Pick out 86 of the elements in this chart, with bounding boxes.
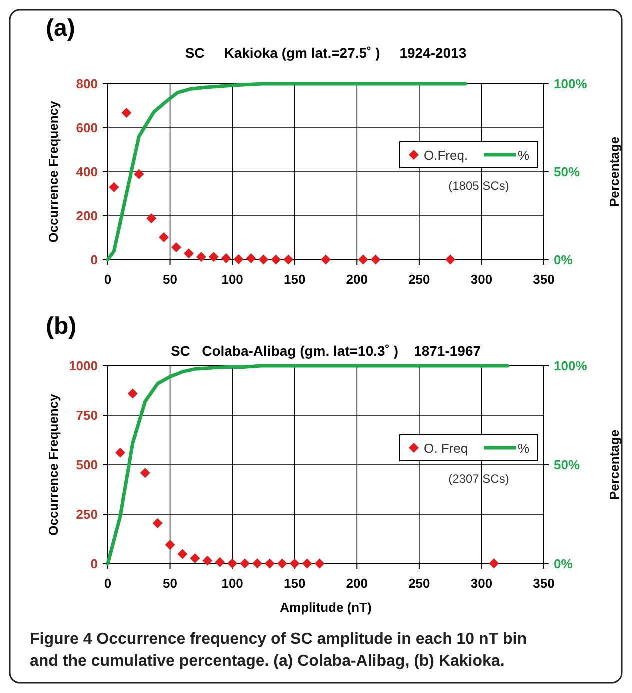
- point: [314, 558, 325, 569]
- y-tick-label: 600: [76, 120, 98, 136]
- x-tick-label: 150: [284, 576, 306, 591]
- y-axis-title: Occurrence Frequency: [46, 100, 61, 243]
- chart-title: (b): [46, 313, 77, 340]
- legend-label: %: [518, 148, 530, 163]
- point: [109, 182, 120, 192]
- point: [202, 556, 213, 566]
- point: [159, 232, 170, 243]
- point: [321, 254, 331, 265]
- point: [165, 540, 176, 550]
- x-axis-title: Amplitude (nT): [280, 600, 372, 615]
- point: [140, 468, 150, 478]
- point: [146, 214, 157, 224]
- point: [290, 558, 300, 569]
- point: [178, 549, 188, 560]
- point: [128, 388, 138, 399]
- y-tick-label: 200: [76, 208, 98, 224]
- y2-axis-title: Percentage: [607, 136, 622, 208]
- chart-subtitle: SC Kakioka (gm lat.=27.5˚ ) 1924-2013: [185, 45, 467, 61]
- y-tick-label: 750: [76, 408, 98, 423]
- y-tick-label: 0: [90, 252, 98, 268]
- point: [370, 254, 381, 265]
- point: [277, 558, 288, 569]
- point: [271, 254, 282, 265]
- point: [115, 448, 126, 458]
- point: [240, 558, 250, 569]
- x-tick-label: 0: [104, 576, 112, 591]
- line-series: [106, 364, 510, 566]
- point: [489, 558, 500, 569]
- y-tick-label: 0: [90, 556, 98, 572]
- x-tick-label: 350: [533, 272, 555, 287]
- y-axis-title: Occurrence Frequency: [46, 393, 61, 536]
- y2-tick-label: 50%: [554, 458, 580, 472]
- point: [215, 557, 226, 568]
- y2-axis-title: Percentage: [607, 430, 622, 500]
- x-tick-label: 250: [408, 576, 430, 591]
- y-tick-label: 1000: [69, 358, 98, 374]
- x-tick-label: 100: [222, 272, 244, 287]
- x-tick-label: 200: [346, 272, 368, 287]
- point: [246, 253, 256, 264]
- y-tick-label: 800: [76, 76, 98, 92]
- y-tick-label: 500: [76, 458, 98, 472]
- point: [122, 108, 132, 118]
- annotation: (2307 SCs): [448, 472, 510, 486]
- annotation: (1805 SCs): [448, 179, 510, 193]
- chart-title: (a): [46, 15, 76, 42]
- y-tick-label: 400: [76, 164, 98, 180]
- point: [264, 558, 275, 569]
- x-tick-label: 50: [163, 272, 178, 287]
- x-tick-label: 300: [470, 272, 493, 287]
- x-tick-label: 200: [346, 576, 368, 591]
- point: [190, 553, 200, 564]
- y2-tick-label: 100%: [554, 358, 588, 374]
- point: [172, 242, 182, 252]
- point: [302, 558, 312, 569]
- y2-tick-label: 0%: [554, 556, 574, 572]
- x-tick-label: 300: [470, 576, 493, 591]
- point: [221, 253, 232, 264]
- point: [208, 252, 219, 262]
- x-tick-label: 350: [533, 576, 555, 591]
- point: [284, 254, 294, 265]
- y2-tick-label: 50%: [554, 164, 580, 180]
- y-tick-label: 250: [76, 507, 98, 522]
- point: [446, 254, 456, 265]
- point: [234, 254, 244, 265]
- legend-label: O.Freq.: [424, 148, 468, 163]
- x-tick-label: 250: [408, 272, 430, 287]
- x-tick-label: 150: [284, 272, 306, 287]
- x-tick-label: 0: [104, 272, 112, 287]
- x-tick-label: 100: [222, 576, 244, 591]
- point: [258, 254, 269, 265]
- point: [152, 518, 163, 528]
- point: [184, 248, 194, 259]
- point: [134, 169, 144, 180]
- y2-tick-label: 100%: [554, 76, 588, 92]
- y2-tick-label: 0%: [554, 252, 574, 268]
- legend-label: O. Freq: [424, 441, 468, 456]
- chart-subtitle: SC Colaba-Alibag (gm. lat=10.3˚ ) 1871-1967: [170, 343, 482, 359]
- legend-label: %: [518, 441, 530, 456]
- point: [358, 254, 368, 265]
- point: [252, 558, 262, 569]
- point: [196, 252, 206, 262]
- point: [228, 558, 238, 569]
- x-tick-label: 50: [163, 576, 178, 591]
- caption: Figure 4 Occurrence frequency of SC amplitude in each 10 nT bin and the cumulative percentage. (a) Colaba-Alibag, (b) Kakioka.: [30, 631, 528, 670]
